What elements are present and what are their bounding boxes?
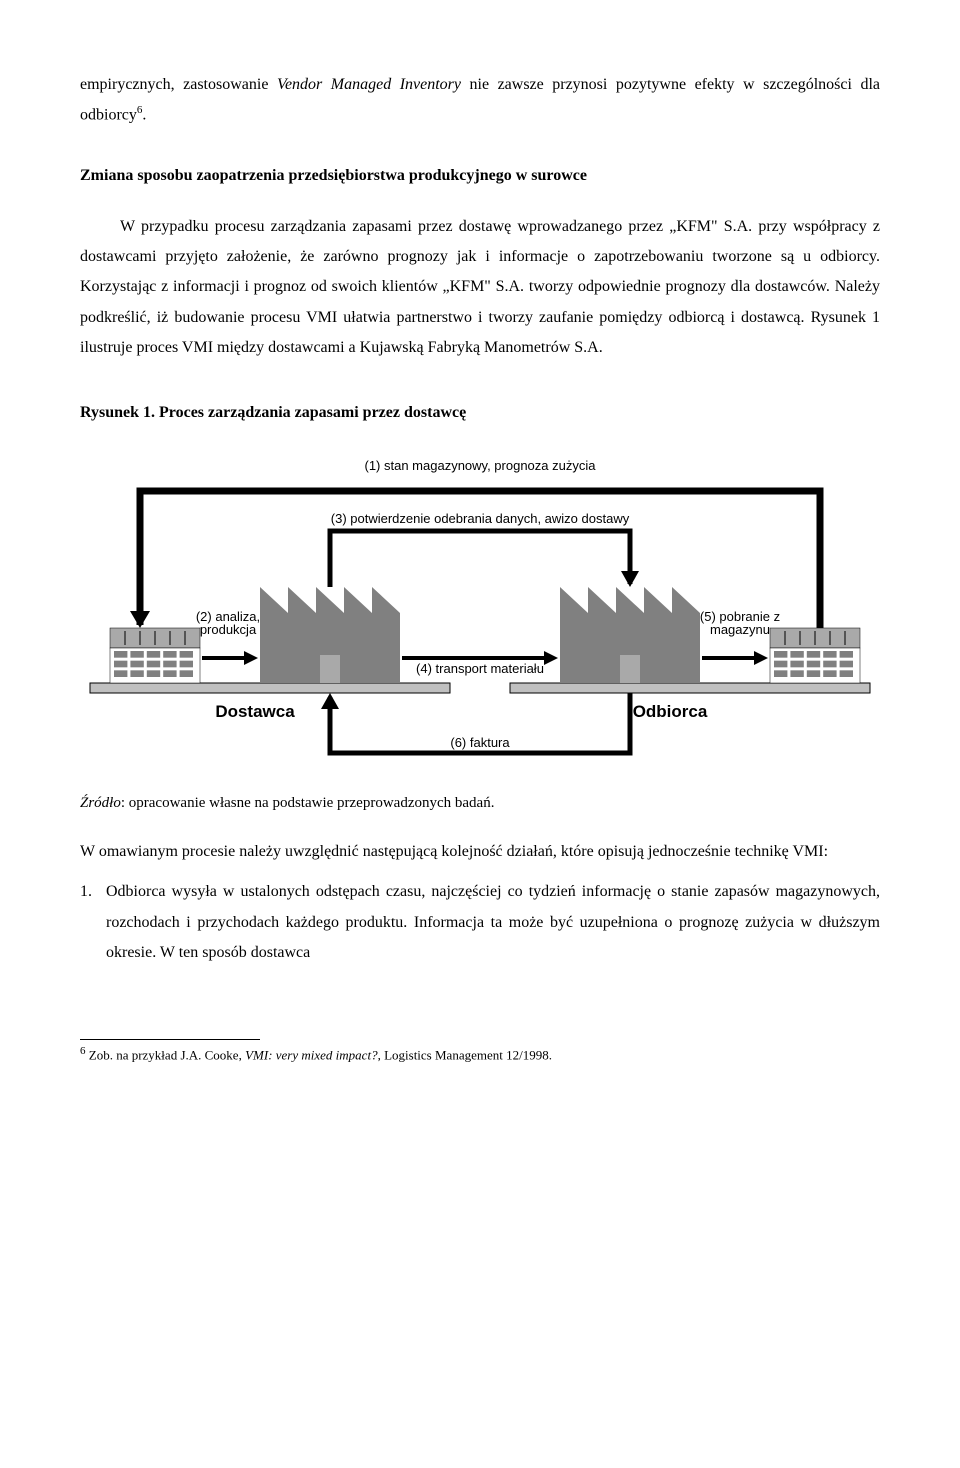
svg-text:(3) potwierdzenie odebrania da: (3) potwierdzenie odebrania danych, awiz… xyxy=(331,511,630,526)
footnote-6: 6 Zob. na przykład J.A. Cooke, VMI: very… xyxy=(80,1044,880,1065)
footnote-citation: VMI: very mixed impact?, xyxy=(245,1047,381,1062)
svg-text:Odbiorca: Odbiorca xyxy=(633,702,708,721)
list-number: 1. xyxy=(80,877,106,968)
svg-text:(4) transport materiału: (4) transport materiału xyxy=(416,661,544,676)
figure-source-label: Źródło xyxy=(80,795,121,811)
figure-label-1: (1) stan magazynowy, prognoza zużycia xyxy=(80,454,880,479)
term-vmi: Vendor Managed Inventory xyxy=(277,76,461,93)
paragraph-body: W przypadku procesu zarządzania zapasami… xyxy=(80,212,880,364)
figure-title: Rysunek 1. Proces zarządzania zapasami p… xyxy=(80,398,880,428)
footnote-text: Zob. na przykład J.A. Cooke, xyxy=(86,1047,246,1062)
figure-vmi-process: (1) stan magazynowy, prognoza zużycia (3… xyxy=(80,454,880,817)
paragraph-list-intro: W omawianym procesie należy uwzględnić n… xyxy=(80,837,880,867)
footnote-separator xyxy=(80,1039,260,1040)
figure-source-text: : opracowanie własne na podstawie przepr… xyxy=(121,795,495,811)
list-text: Odbiorca wysyła w ustalonych odstępach c… xyxy=(106,877,880,968)
svg-text:(5) pobranie zmagazynu: (5) pobranie zmagazynu xyxy=(700,609,780,637)
svg-text:Dostawca: Dostawca xyxy=(215,702,295,721)
figure-source: Źródło: opracowanie własne na podstawie … xyxy=(80,789,880,818)
svg-text:(6) faktura: (6) faktura xyxy=(450,735,510,750)
footnote-text: Logistics Management 12/1998. xyxy=(381,1047,552,1062)
paragraph-intro: empirycznych, zastosowanie Vendor Manage… xyxy=(80,70,880,131)
text: empirycznych, zastosowanie xyxy=(80,76,277,93)
diagram-svg: (3) potwierdzenie odebrania danych, awiz… xyxy=(80,483,880,783)
svg-text:(2) analiza,produkcja: (2) analiza,produkcja xyxy=(196,609,260,637)
list-item-1: 1. Odbiorca wysyła w ustalonych odstępac… xyxy=(80,877,880,968)
text: . xyxy=(142,107,146,124)
section-heading: Zmiana sposobu zaopatrzenia przedsiębior… xyxy=(80,161,880,191)
